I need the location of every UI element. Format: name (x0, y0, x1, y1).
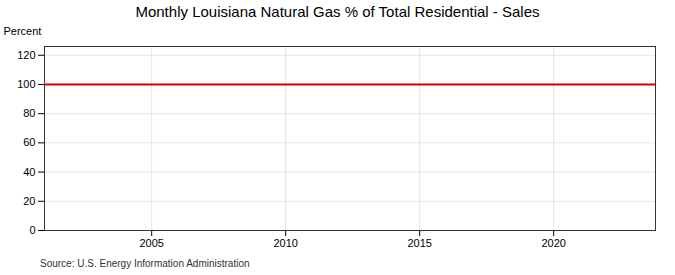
svg-text:Percent: Percent (4, 25, 42, 37)
svg-text:100: 100 (17, 78, 35, 90)
svg-text:2020: 2020 (541, 237, 565, 249)
svg-text:2015: 2015 (407, 237, 431, 249)
svg-text:2005: 2005 (139, 237, 163, 249)
html-text:Monthly Louisiana Natural Gas: Monthly Louisiana Natural Gas % of Total… (135, 3, 540, 20)
svg-text:120: 120 (17, 49, 35, 61)
svg-text:80: 80 (23, 107, 35, 119)
svg-text:40: 40 (23, 166, 35, 178)
svg-text:60: 60 (23, 136, 35, 148)
html-text:Source: U.S. Energy Informatio: Source: U.S. Energy Information Administ… (40, 258, 250, 269)
svg-text:2010: 2010 (273, 237, 297, 249)
svg-text:0: 0 (29, 224, 35, 236)
svg-text:20: 20 (23, 195, 35, 207)
